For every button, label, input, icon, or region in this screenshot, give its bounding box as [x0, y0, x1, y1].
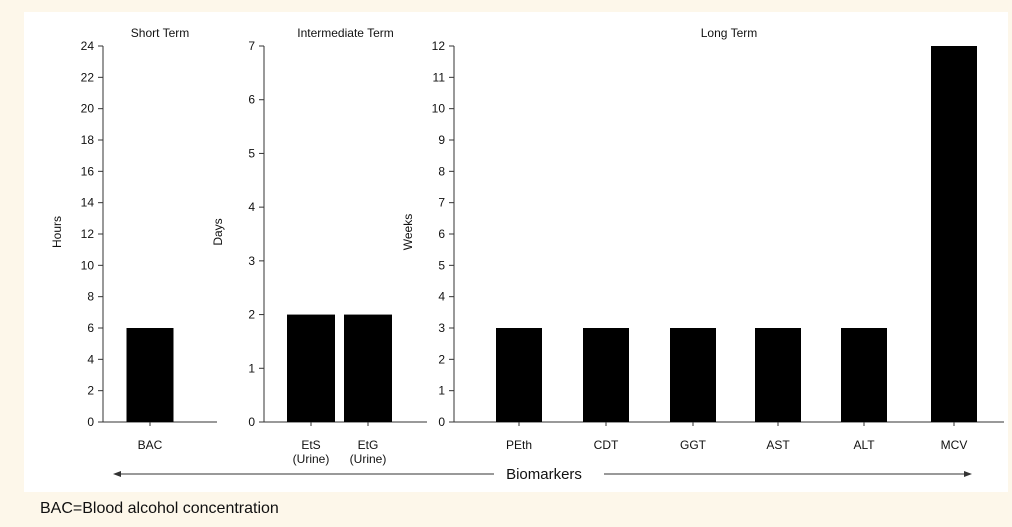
y-tick-label-2: 2 — [438, 352, 445, 366]
y-tick-label-2: 9 — [438, 133, 445, 147]
y-tick-label-0: 12 — [81, 227, 95, 241]
category-label-2-4: ALT — [853, 438, 875, 452]
bar-2-0 — [496, 328, 542, 422]
y-tick-label-0: 22 — [81, 70, 95, 84]
y-tick-label-0: 0 — [87, 415, 94, 429]
y-tick-label-2: 0 — [438, 415, 445, 429]
y-tick-label-0: 8 — [87, 290, 94, 304]
y-tick-label-2: 6 — [438, 227, 445, 241]
y-tick-label-1: 7 — [248, 39, 255, 53]
panel-title-2: Long Term — [701, 26, 757, 40]
y-tick-label-2: 3 — [438, 321, 445, 335]
y-tick-label-2: 11 — [433, 70, 446, 84]
y-tick-label-1: 4 — [248, 200, 255, 214]
y-tick-label-1: 6 — [248, 93, 255, 107]
bar-2-2 — [670, 328, 716, 422]
y-tick-label-0: 24 — [81, 39, 95, 53]
y-tick-label-2: 1 — [438, 384, 445, 398]
y-tick-label-0: 2 — [87, 384, 94, 398]
y-tick-label-1: 1 — [248, 361, 255, 375]
footnote: BAC=Blood alcohol concentration — [40, 500, 279, 517]
biomarker-chart-figure: Short Term 0 2 4 6 8 10 12 14 16 18 20 22 24 Hours BAC I… — [24, 12, 1008, 492]
category-label-2-3: AST — [766, 438, 790, 452]
bar-2-5 — [931, 46, 977, 422]
y-tick-label-2: 12 — [432, 39, 446, 53]
y-tick-label-1: 0 — [248, 415, 255, 429]
bar-1-0 — [287, 314, 335, 422]
y-tick-label-1: 2 — [248, 308, 255, 322]
category-label-1-0: (Urine) — [293, 452, 330, 466]
category-label-2-5: MCV — [941, 438, 968, 452]
y-tick-label-0: 20 — [81, 102, 95, 116]
category-label-2-0: PEth — [506, 438, 532, 452]
y-tick-label-2: 5 — [438, 258, 445, 272]
category-label-2-1: CDT — [594, 438, 619, 452]
y-tick-label-0: 4 — [87, 352, 94, 366]
panel-title-0: Short Term — [131, 26, 189, 40]
biomarkers-arrow-right-head — [964, 471, 972, 477]
y-tick-label-2: 4 — [438, 290, 445, 304]
y-tick-label-0: 16 — [81, 164, 95, 178]
y-tick-label-0: 10 — [81, 258, 95, 272]
y-tick-label-1: 3 — [248, 254, 255, 268]
biomarkers-arrow-left-head — [113, 471, 121, 477]
bar-2-1 — [583, 328, 629, 422]
bar-1-1 — [344, 314, 392, 422]
category-label-1-1: EtG — [358, 438, 379, 452]
bar-2-4 — [841, 328, 887, 422]
y-tick-label-2: 7 — [438, 196, 445, 210]
y-tick-label-1: 5 — [248, 146, 255, 160]
chart-canvas: Short Term024681012141618202224HoursBACI… — [50, 26, 1004, 483]
category-label-2-2: GGT — [680, 438, 707, 452]
y-axis-label-1: Days — [211, 218, 225, 245]
y-axis-label-0: Hours — [50, 216, 64, 248]
bar-2-3 — [755, 328, 801, 422]
bar-0-0 — [126, 328, 174, 422]
y-tick-label-0: 6 — [87, 321, 94, 335]
panel-title-1: Intermediate Term — [297, 26, 394, 40]
category-label-0-0: BAC — [138, 438, 163, 452]
category-label-1-1: (Urine) — [350, 452, 387, 466]
x-axis-label: Biomarkers — [506, 466, 582, 483]
y-tick-label-0: 18 — [81, 133, 95, 147]
y-tick-label-2: 10 — [432, 102, 446, 116]
y-tick-label-0: 14 — [81, 196, 95, 210]
y-axis-label-2: Weeks — [401, 214, 415, 250]
category-label-1-0: EtS — [301, 438, 320, 452]
y-tick-label-2: 8 — [438, 164, 445, 178]
